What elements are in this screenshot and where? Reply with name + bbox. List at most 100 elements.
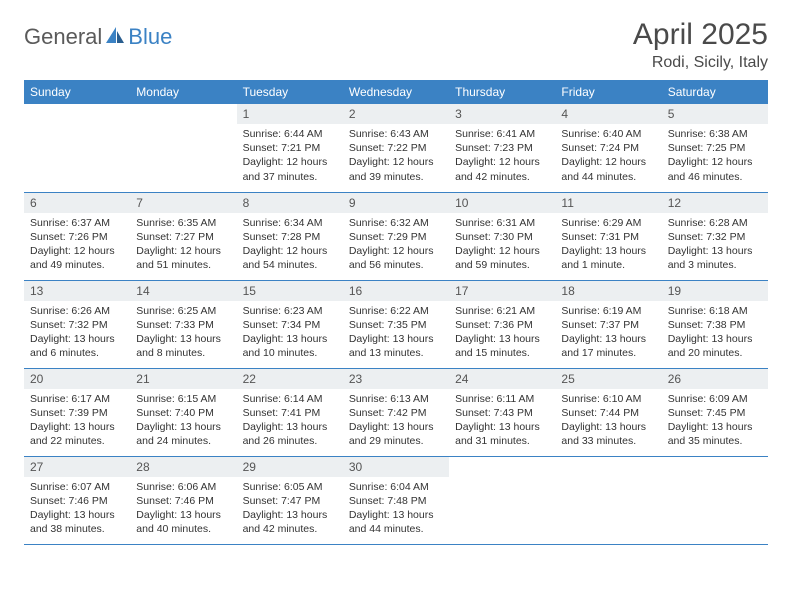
day-details: Sunrise: 6:32 AMSunset: 7:29 PMDaylight:… (343, 213, 449, 279)
day-details: Sunrise: 6:41 AMSunset: 7:23 PMDaylight:… (449, 124, 555, 190)
calendar-cell: 25Sunrise: 6:10 AMSunset: 7:44 PMDayligh… (555, 368, 661, 456)
calendar-cell: 11Sunrise: 6:29 AMSunset: 7:31 PMDayligh… (555, 192, 661, 280)
calendar-week: 20Sunrise: 6:17 AMSunset: 7:39 PMDayligh… (24, 368, 768, 456)
day-number: 14 (130, 281, 236, 301)
title-block: April 2025 Rodi, Sicily, Italy (633, 18, 768, 72)
day-number: 4 (555, 104, 661, 124)
calendar-cell: 15Sunrise: 6:23 AMSunset: 7:34 PMDayligh… (237, 280, 343, 368)
day-details: Sunrise: 6:14 AMSunset: 7:41 PMDaylight:… (237, 389, 343, 455)
calendar-cell: 20Sunrise: 6:17 AMSunset: 7:39 PMDayligh… (24, 368, 130, 456)
day-details: Sunrise: 6:35 AMSunset: 7:27 PMDaylight:… (130, 213, 236, 279)
calendar-cell: 8Sunrise: 6:34 AMSunset: 7:28 PMDaylight… (237, 192, 343, 280)
day-number: 28 (130, 457, 236, 477)
calendar-cell: .. (555, 456, 661, 544)
day-details: Sunrise: 6:40 AMSunset: 7:24 PMDaylight:… (555, 124, 661, 190)
day-details: Sunrise: 6:22 AMSunset: 7:35 PMDaylight:… (343, 301, 449, 367)
calendar-cell: 4Sunrise: 6:40 AMSunset: 7:24 PMDaylight… (555, 104, 661, 192)
calendar-cell: 16Sunrise: 6:22 AMSunset: 7:35 PMDayligh… (343, 280, 449, 368)
weekday-header: Sunday (24, 80, 130, 104)
calendar-cell: .. (662, 456, 768, 544)
calendar-cell: 14Sunrise: 6:25 AMSunset: 7:33 PMDayligh… (130, 280, 236, 368)
day-number: 8 (237, 193, 343, 213)
day-details: Sunrise: 6:37 AMSunset: 7:26 PMDaylight:… (24, 213, 130, 279)
calendar-week: 27Sunrise: 6:07 AMSunset: 7:46 PMDayligh… (24, 456, 768, 544)
day-details: Sunrise: 6:28 AMSunset: 7:32 PMDaylight:… (662, 213, 768, 279)
calendar-cell: 7Sunrise: 6:35 AMSunset: 7:27 PMDaylight… (130, 192, 236, 280)
day-details: Sunrise: 6:06 AMSunset: 7:46 PMDaylight:… (130, 477, 236, 543)
day-details: Sunrise: 6:13 AMSunset: 7:42 PMDaylight:… (343, 389, 449, 455)
day-number: 2 (343, 104, 449, 124)
day-number: 10 (449, 193, 555, 213)
day-details: Sunrise: 6:10 AMSunset: 7:44 PMDaylight:… (555, 389, 661, 455)
day-details: Sunrise: 6:23 AMSunset: 7:34 PMDaylight:… (237, 301, 343, 367)
day-details: Sunrise: 6:38 AMSunset: 7:25 PMDaylight:… (662, 124, 768, 190)
day-number: 15 (237, 281, 343, 301)
day-details: Sunrise: 6:21 AMSunset: 7:36 PMDaylight:… (449, 301, 555, 367)
calendar-week: 6Sunrise: 6:37 AMSunset: 7:26 PMDaylight… (24, 192, 768, 280)
calendar-cell: 29Sunrise: 6:05 AMSunset: 7:47 PMDayligh… (237, 456, 343, 544)
day-details: Sunrise: 6:26 AMSunset: 7:32 PMDaylight:… (24, 301, 130, 367)
day-number: 23 (343, 369, 449, 389)
calendar-cell: .. (130, 104, 236, 192)
day-details: Sunrise: 6:25 AMSunset: 7:33 PMDaylight:… (130, 301, 236, 367)
day-details: Sunrise: 6:29 AMSunset: 7:31 PMDaylight:… (555, 213, 661, 279)
calendar-cell: 2Sunrise: 6:43 AMSunset: 7:22 PMDaylight… (343, 104, 449, 192)
calendar-cell: 23Sunrise: 6:13 AMSunset: 7:42 PMDayligh… (343, 368, 449, 456)
calendar-body: ....1Sunrise: 6:44 AMSunset: 7:21 PMDayl… (24, 104, 768, 544)
day-details: Sunrise: 6:09 AMSunset: 7:45 PMDaylight:… (662, 389, 768, 455)
calendar-cell: 12Sunrise: 6:28 AMSunset: 7:32 PMDayligh… (662, 192, 768, 280)
weekday-header: Tuesday (237, 80, 343, 104)
calendar-cell: 5Sunrise: 6:38 AMSunset: 7:25 PMDaylight… (662, 104, 768, 192)
day-number: 11 (555, 193, 661, 213)
calendar-week: ....1Sunrise: 6:44 AMSunset: 7:21 PMDayl… (24, 104, 768, 192)
day-number: 16 (343, 281, 449, 301)
calendar-cell: 19Sunrise: 6:18 AMSunset: 7:38 PMDayligh… (662, 280, 768, 368)
calendar-cell: 27Sunrise: 6:07 AMSunset: 7:46 PMDayligh… (24, 456, 130, 544)
sail-icon (104, 25, 126, 50)
day-number: 24 (449, 369, 555, 389)
day-details: Sunrise: 6:15 AMSunset: 7:40 PMDaylight:… (130, 389, 236, 455)
day-details: Sunrise: 6:07 AMSunset: 7:46 PMDaylight:… (24, 477, 130, 543)
weekday-header: Wednesday (343, 80, 449, 104)
day-number: 27 (24, 457, 130, 477)
header: General Blue April 2025 Rodi, Sicily, It… (24, 18, 768, 72)
day-details: Sunrise: 6:18 AMSunset: 7:38 PMDaylight:… (662, 301, 768, 367)
calendar-cell: 3Sunrise: 6:41 AMSunset: 7:23 PMDaylight… (449, 104, 555, 192)
calendar-cell: 10Sunrise: 6:31 AMSunset: 7:30 PMDayligh… (449, 192, 555, 280)
calendar-cell: 26Sunrise: 6:09 AMSunset: 7:45 PMDayligh… (662, 368, 768, 456)
day-number: 9 (343, 193, 449, 213)
day-number: 22 (237, 369, 343, 389)
calendar-cell: 30Sunrise: 6:04 AMSunset: 7:48 PMDayligh… (343, 456, 449, 544)
day-number: 7 (130, 193, 236, 213)
calendar-cell: .. (24, 104, 130, 192)
day-number: 21 (130, 369, 236, 389)
day-number: 29 (237, 457, 343, 477)
page-title: April 2025 (633, 18, 768, 52)
day-number: 19 (662, 281, 768, 301)
weekday-header: Thursday (449, 80, 555, 104)
calendar-cell: 6Sunrise: 6:37 AMSunset: 7:26 PMDaylight… (24, 192, 130, 280)
calendar-cell: 9Sunrise: 6:32 AMSunset: 7:29 PMDaylight… (343, 192, 449, 280)
day-number: 30 (343, 457, 449, 477)
weekday-header: Saturday (662, 80, 768, 104)
day-number: 18 (555, 281, 661, 301)
logo-text-blue: Blue (128, 24, 172, 50)
day-number: 26 (662, 369, 768, 389)
weekday-header: Friday (555, 80, 661, 104)
calendar-cell: 13Sunrise: 6:26 AMSunset: 7:32 PMDayligh… (24, 280, 130, 368)
calendar-cell: 28Sunrise: 6:06 AMSunset: 7:46 PMDayligh… (130, 456, 236, 544)
weekday-header-row: SundayMondayTuesdayWednesdayThursdayFrid… (24, 80, 768, 104)
day-number: 5 (662, 104, 768, 124)
calendar-cell: 22Sunrise: 6:14 AMSunset: 7:41 PMDayligh… (237, 368, 343, 456)
day-number: 20 (24, 369, 130, 389)
day-details: Sunrise: 6:19 AMSunset: 7:37 PMDaylight:… (555, 301, 661, 367)
day-details: Sunrise: 6:11 AMSunset: 7:43 PMDaylight:… (449, 389, 555, 455)
day-number: 13 (24, 281, 130, 301)
day-number: 12 (662, 193, 768, 213)
day-number: 3 (449, 104, 555, 124)
day-details: Sunrise: 6:05 AMSunset: 7:47 PMDaylight:… (237, 477, 343, 543)
day-details: Sunrise: 6:43 AMSunset: 7:22 PMDaylight:… (343, 124, 449, 190)
calendar-cell: 24Sunrise: 6:11 AMSunset: 7:43 PMDayligh… (449, 368, 555, 456)
logo-text-general: General (24, 24, 102, 50)
calendar-cell: 1Sunrise: 6:44 AMSunset: 7:21 PMDaylight… (237, 104, 343, 192)
